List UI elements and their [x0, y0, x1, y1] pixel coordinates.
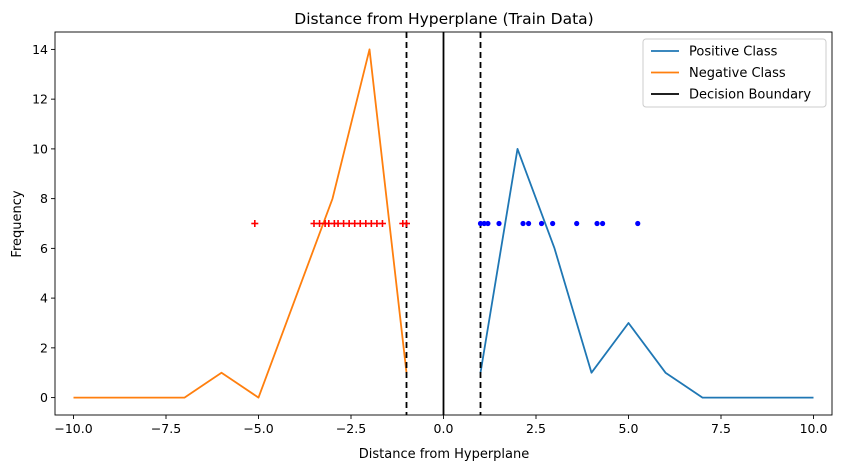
- positive-point: [526, 220, 532, 227]
- positive-point: [550, 220, 556, 227]
- x-tick-label: −10.0: [54, 421, 92, 436]
- x-tick-label: −2.5: [336, 421, 366, 436]
- y-tick-label: 2: [40, 340, 48, 355]
- series-line-positive: [479, 147, 814, 399]
- legend: Positive Class Negative Class Decision Bou…: [642, 38, 827, 108]
- positive-point: [481, 220, 487, 227]
- x-tick-label: 2.5: [526, 421, 546, 436]
- negative-point: [403, 220, 410, 227]
- x-tick-label: 7.5: [711, 421, 731, 436]
- x-tick-label: 5.0: [619, 421, 639, 436]
- x-tick-label: 10.0: [800, 421, 828, 436]
- positive-point: [496, 220, 502, 227]
- x-axis-label: Distance from Hyperplane: [359, 447, 530, 462]
- y-tick-label: 8: [40, 191, 48, 206]
- y-axis-label: Frequency: [10, 190, 25, 257]
- legend-entry: Decision Boundary: [651, 88, 811, 103]
- x-tick-label: −7.5: [151, 421, 181, 436]
- series-line-negative: [73, 48, 408, 399]
- negative-point: [251, 220, 259, 227]
- y-tick-label: 4: [40, 291, 48, 306]
- legend-entry: Positive Class: [651, 45, 778, 60]
- positive-point: [485, 220, 491, 227]
- negative-point: [378, 220, 386, 227]
- positive-point: [600, 220, 606, 227]
- x-tick-label: −5.0: [243, 421, 273, 436]
- legend-box: [642, 38, 827, 108]
- positive-point: [520, 220, 526, 227]
- y-tick-label: 10: [32, 141, 48, 156]
- positive-point: [477, 220, 484, 227]
- positive-point: [574, 220, 580, 227]
- chart-title: Distance from Hyperplane (Train Data): [294, 10, 593, 28]
- y-tick-label: 12: [32, 92, 48, 107]
- chart-marks: [73, 32, 814, 415]
- positive-point: [538, 220, 545, 227]
- y-tick-label: 6: [40, 241, 48, 256]
- y-tick-label: 14: [32, 42, 48, 57]
- positive-point: [635, 220, 641, 227]
- legend-label: Positive Class: [689, 45, 778, 60]
- x-tick-label: 0.0: [434, 421, 454, 436]
- legend-entry: Negative Class: [651, 66, 786, 81]
- positive-point: [594, 220, 600, 227]
- y-tick-label: 0: [40, 390, 48, 405]
- axes: −10.0 −7.5 −5.0 −2.5 0.0 2.5 5.0 7.5 10.0 0 2 4 6 8 10…: [32, 31, 833, 436]
- legend-label: Negative Class: [689, 66, 786, 81]
- legend-label: Decision Boundary: [689, 88, 811, 103]
